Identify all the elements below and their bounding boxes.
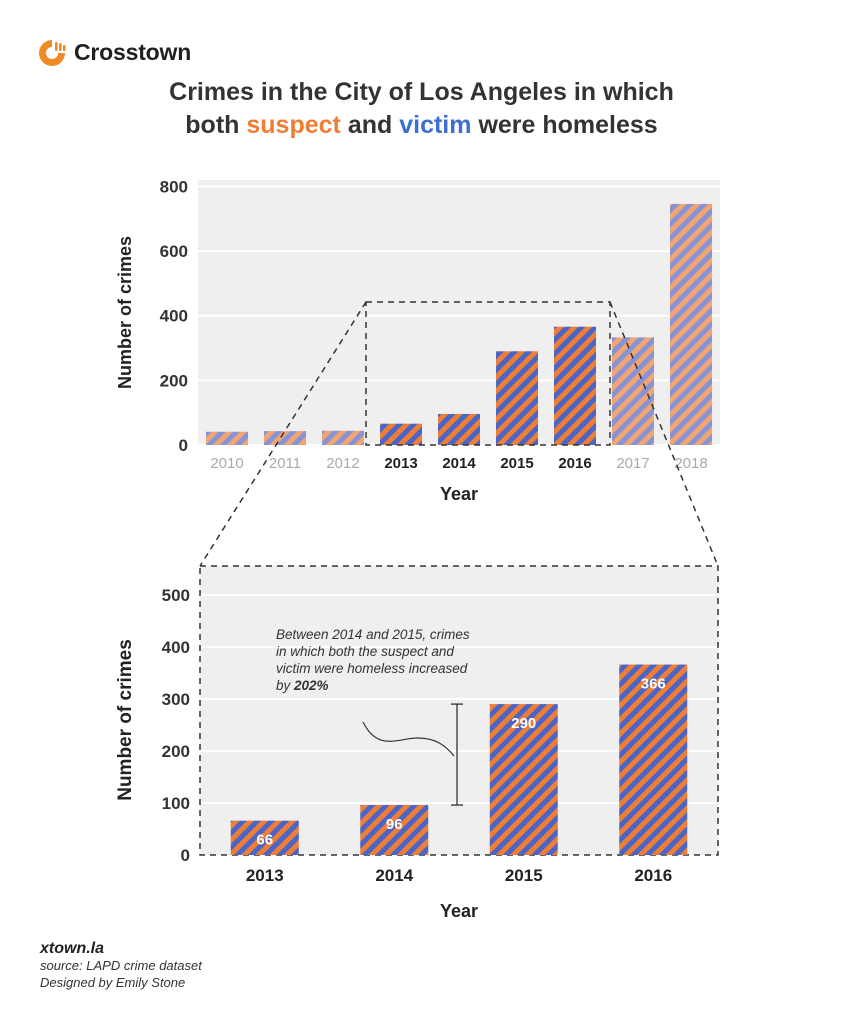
title-homeless: were homeless <box>478 111 658 139</box>
x-tick-label: 2018 <box>674 455 707 472</box>
x-tick-label: 2014 <box>442 455 476 472</box>
x-tick-label: 2013 <box>384 455 417 472</box>
annotation-pointer <box>362 721 455 757</box>
chart-title: Crimes in the City of Los Angeles in whi… <box>0 76 843 142</box>
title-both: both <box>185 111 240 139</box>
footer-site: xtown.la <box>40 940 105 957</box>
bar <box>380 423 422 445</box>
detail-frame <box>199 565 719 856</box>
x-tick-label: 2012 <box>326 455 359 472</box>
x-tick-label: 2014 <box>375 866 413 885</box>
y-axis-label: Number of crimes <box>115 236 135 389</box>
bar <box>489 704 558 855</box>
x-tick-label: 2011 <box>269 455 301 472</box>
data-label: 290 <box>511 715 536 732</box>
x-tick-label: 2015 <box>500 455 533 472</box>
x-tick-label: 2010 <box>210 455 243 472</box>
bar <box>554 326 596 445</box>
title-victim: victim <box>399 111 472 139</box>
y-tick-label: 200 <box>162 742 190 761</box>
y-tick-label: 500 <box>162 586 190 605</box>
y-tick-label: 100 <box>162 794 190 813</box>
annotation-highlight: 202% <box>294 678 329 693</box>
growth-annotation: Between 2014 and 2015, crimes in which b… <box>276 626 476 694</box>
bar <box>264 431 306 445</box>
x-tick-label: 2017 <box>616 455 649 472</box>
bar <box>230 820 299 855</box>
detail-chart: 0 100 200 300 400 500 66 2013 96 2014 290 2015 366 20… <box>115 565 719 921</box>
bar <box>670 203 712 445</box>
brand-name: Crosstown <box>74 38 192 65</box>
annotation-text: Between 2014 and 2015, crimes in which b… <box>276 627 470 693</box>
bar <box>322 430 364 445</box>
x-axis-label: Year <box>440 901 478 921</box>
x-tick-label: 2015 <box>505 866 543 885</box>
connector-line-right <box>609 301 719 567</box>
y-axis-label: Number of crimes <box>115 639 136 801</box>
y-tick-label: 300 <box>162 690 190 709</box>
title-suspect: suspect <box>246 111 341 139</box>
x-tick-label: 2016 <box>558 455 591 472</box>
bar <box>496 351 538 445</box>
data-label: 66 <box>256 832 273 849</box>
x-tick-label: 2016 <box>634 866 672 885</box>
x-axis-label: Year <box>440 484 478 504</box>
y-tick-label: 200 <box>160 371 188 390</box>
overview-chart: 0 200 400 600 800 2010 2011 2012 2013 2014 2015 201… <box>115 177 720 504</box>
data-label: 366 <box>641 676 666 693</box>
bar <box>619 664 688 855</box>
title-and: and <box>347 111 393 139</box>
bar <box>438 413 480 445</box>
title-line-1: Crimes in the City of Los Angeles in whi… <box>169 78 674 106</box>
footer-source: source: LAPD crime dataset <box>40 958 202 973</box>
y-tick-label: 400 <box>162 638 190 657</box>
bar <box>206 431 248 445</box>
footer-credit: Designed by Emily Stone <box>40 975 186 990</box>
title-line-2: both suspect and victim were homeless <box>0 109 843 142</box>
footer: xtown.la source: LAPD crime dataset Desi… <box>40 940 202 991</box>
y-tick-label: 0 <box>179 436 188 455</box>
brand: Crosstown <box>38 36 191 68</box>
bar <box>360 805 429 855</box>
y-tick-label: 600 <box>160 242 188 261</box>
data-label: 96 <box>386 816 403 833</box>
zoom-connector <box>199 301 719 567</box>
y-tick-label: 400 <box>160 307 188 326</box>
highlight-box <box>365 301 611 446</box>
y-tick-label: 0 <box>181 846 190 865</box>
crosstown-logo-icon <box>39 40 68 66</box>
connector-line-left <box>199 301 367 567</box>
x-tick-label: 2013 <box>246 866 284 885</box>
bar <box>612 337 654 445</box>
y-tick-label: 800 <box>160 177 188 196</box>
